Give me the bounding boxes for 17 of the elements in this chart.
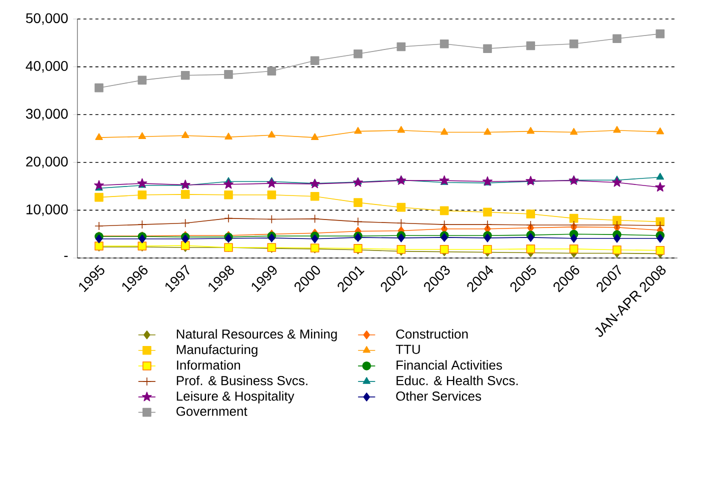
y-tick-label: 20,000 [26,156,68,168]
y-tick-label: 30,000 [26,108,68,120]
y-tick-label: 50,000 [26,13,68,25]
legend-label: Construction [396,329,468,339]
y-tick-label: 10,000 [26,204,68,216]
legend-label: Leisure & Hospitality [176,391,294,404]
legend-label: TTU [396,344,420,354]
y-tick-label: - [64,256,68,257]
y-tick-label: 40,000 [26,61,68,73]
legend-label: Information [177,360,240,370]
legend-label: Prof. & Business Svcs. [176,376,308,386]
legend-label: Manufacturing [176,344,258,357]
legend-label: Government [176,406,248,416]
legend-label: Educ. & Health Svcs. [396,376,518,386]
legend-label: Natural Resources & Mining [176,329,337,342]
legend-label: Other Services [396,391,482,401]
legend-label: Financial Activities [396,360,502,370]
